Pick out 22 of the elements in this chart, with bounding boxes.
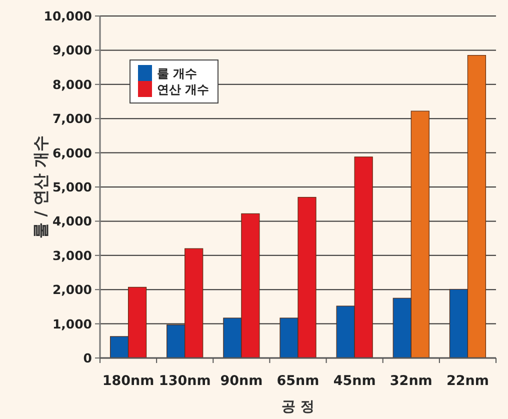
y-tick-label: 10,000: [44, 8, 92, 24]
x-tick-label: 180nm: [102, 373, 154, 389]
y-tick-label: 5,000: [52, 180, 92, 194]
x-tick-label: 45nm: [333, 373, 376, 389]
y-tick-label: 3,000: [52, 248, 92, 263]
y-tick-label: 0: [83, 350, 92, 366]
legend-label: 룰 개수: [157, 66, 198, 80]
x-tick-label: 130nm: [158, 373, 211, 389]
y-tick-label: 2,000: [52, 282, 92, 298]
x-tick-label: 32nm: [390, 373, 432, 389]
y-tick-label: 4,000: [52, 214, 92, 229]
legend-label: 연산 개수: [157, 82, 210, 96]
x-tick-label: 22nm: [446, 373, 489, 389]
x-tick-label: 90nm: [220, 373, 263, 389]
y-tick-label: 6,000: [52, 145, 92, 160]
x-axis-title: 공 정: [282, 399, 314, 415]
y-tick-label: 9,000: [52, 42, 92, 58]
x-tick-label: 65nm: [276, 373, 320, 389]
y-tick-label: 1,000: [52, 316, 92, 332]
y-tick-label: 7,000: [52, 111, 92, 126]
y-axis-title: 룰 / 연산 개수: [31, 136, 50, 238]
y-tick-label: 8,000: [52, 76, 92, 92]
